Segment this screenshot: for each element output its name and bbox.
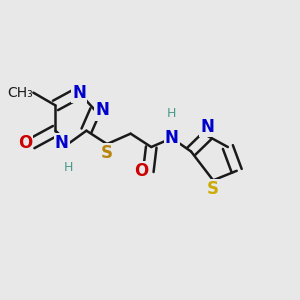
Text: N: N [55,134,69,152]
Text: N: N [95,101,109,119]
Text: S: S [207,180,219,198]
Text: O: O [18,134,32,152]
Text: S: S [101,144,113,162]
Text: H: H [167,107,177,120]
Text: N: N [200,118,214,136]
Text: N: N [72,84,86,102]
Text: H: H [64,161,74,174]
Text: O: O [134,162,148,180]
Text: CH₃: CH₃ [8,85,33,100]
Text: N: N [165,129,179,147]
